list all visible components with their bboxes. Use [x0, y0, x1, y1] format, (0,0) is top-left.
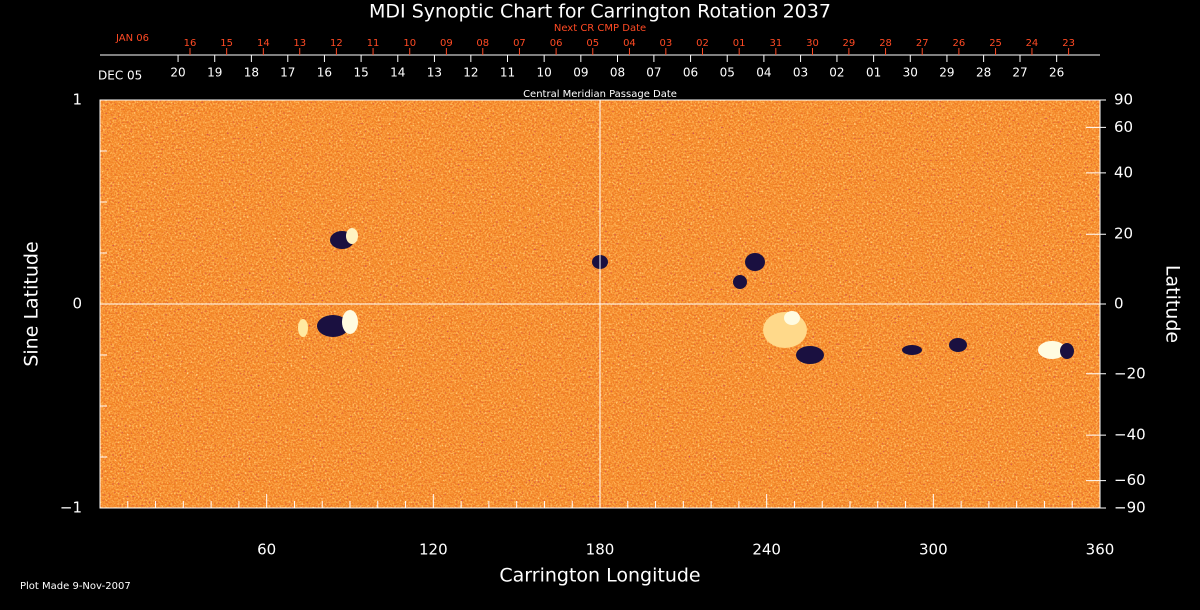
top-tick-label: 08	[476, 38, 489, 49]
top-tick-label: 05	[586, 38, 599, 49]
top-tick-label: 02	[829, 66, 844, 80]
top-tick-label: 03	[793, 66, 808, 80]
x-tick-label: 120	[419, 541, 448, 559]
top-tick-label: 04	[623, 38, 636, 49]
top-tick-label: 16	[184, 38, 197, 49]
top-tick-label: 30	[903, 66, 918, 80]
x-tick-label: 360	[1086, 541, 1115, 559]
top-tick-label: 11	[367, 38, 380, 49]
top-tick-label: 14	[390, 66, 405, 80]
top-tick-label: 09	[440, 38, 453, 49]
top-tick-label: 07	[513, 38, 526, 49]
y2-axis-title: Latitude	[1162, 265, 1184, 343]
chart-title: MDI Synoptic Chart for Carrington Rotati…	[369, 1, 831, 23]
x-axis-title: Carrington Longitude	[499, 565, 700, 587]
top-axis-title: Next CR CMP Date	[554, 23, 646, 34]
x-tick-label: 60	[257, 541, 276, 559]
y-tick-label: 0	[72, 295, 82, 313]
top-tick-label: 24	[1026, 38, 1039, 49]
top-tick-label: 04	[756, 66, 771, 80]
top-tick-label: 07	[646, 66, 661, 80]
top-axis-start-label: DEC 05	[98, 69, 142, 83]
top-tick-label: 31	[769, 38, 782, 49]
y2-tick-label: −20	[1114, 364, 1146, 382]
top-tick-label: 14	[257, 38, 270, 49]
y-tick-label: −1	[60, 499, 82, 517]
top-tick-label: 10	[403, 38, 416, 49]
y2-tick-label: 90	[1114, 91, 1133, 109]
top-tick-label: 23	[1062, 38, 1075, 49]
top-tick-label: 29	[843, 38, 856, 49]
top-tick-label: 25	[989, 38, 1002, 49]
top-tick-label: 13	[293, 38, 306, 49]
top-tick-label: 12	[463, 66, 478, 80]
top-tick-label: 29	[939, 66, 954, 80]
top-tick-label: 10	[537, 66, 552, 80]
y2-tick-label: −60	[1114, 471, 1146, 489]
top-tick-label: 17	[280, 66, 295, 80]
top-tick-label: 03	[659, 38, 672, 49]
x-tick-label: 300	[919, 541, 948, 559]
y-tick-label: 1	[72, 91, 82, 109]
top-tick-label: 18	[244, 66, 259, 80]
y2-tick-label: 60	[1114, 118, 1133, 136]
x-tick-label: 180	[586, 541, 615, 559]
x-tick-label: 240	[752, 541, 781, 559]
top-tick-label: 15	[353, 66, 368, 80]
footnote: Plot Made 9-Nov-2007	[20, 581, 131, 592]
top-tick-label: 01	[733, 38, 746, 49]
top-tick-label: 16	[317, 66, 332, 80]
top-tick-label: 02	[696, 38, 709, 49]
top-tick-label: 15	[220, 38, 233, 49]
top-tick-label: 13	[427, 66, 442, 80]
top-axis-start-label: JAN 06	[115, 33, 149, 44]
top-tick-label: 08	[610, 66, 625, 80]
top-tick-label: 26	[953, 38, 966, 49]
top-tick-label: 28	[976, 66, 991, 80]
top-tick-label: 26	[1049, 66, 1064, 80]
top-tick-label: 06	[550, 38, 563, 49]
y-axis-title: Sine Latitude	[21, 241, 43, 366]
y2-tick-label: −90	[1114, 499, 1146, 517]
y2-tick-label: 40	[1114, 163, 1133, 181]
top-tick-label: 27	[1012, 66, 1027, 80]
top-axis-title: Central Meridian Passage Date	[523, 89, 677, 100]
y2-tick-label: 20	[1114, 225, 1133, 243]
top-tick-label: 11	[500, 66, 515, 80]
top-tick-label: 01	[866, 66, 881, 80]
y2-tick-label: 0	[1114, 295, 1124, 313]
top-tick-label: 09	[573, 66, 588, 80]
top-tick-label: 28	[879, 38, 892, 49]
top-tick-label: 20	[170, 66, 185, 80]
top-tick-label: 06	[683, 66, 698, 80]
top-tick-label: 19	[207, 66, 222, 80]
top-tick-label: 05	[720, 66, 735, 80]
y2-tick-label: −40	[1114, 426, 1146, 444]
top-tick-label: 27	[916, 38, 929, 49]
top-tick-label: 30	[806, 38, 819, 49]
top-tick-label: 12	[330, 38, 343, 49]
